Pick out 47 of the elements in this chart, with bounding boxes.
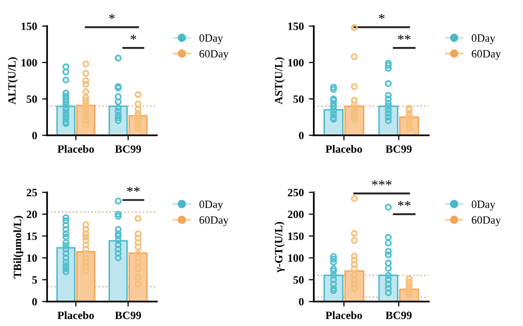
annotation: ** bbox=[398, 201, 410, 206]
y-tick-label: 200 bbox=[288, 210, 304, 218]
y-tick-label: 15 bbox=[27, 232, 37, 240]
y-tick-label: 50 bbox=[293, 95, 304, 103]
x-tick-label: BC99 bbox=[386, 145, 412, 153]
legend-label: 60Day bbox=[200, 50, 229, 60]
y-tick-label: 20 bbox=[26, 210, 37, 218]
text: * bbox=[378, 14, 385, 20]
text: *** bbox=[372, 180, 392, 186]
legend-label: 0Day bbox=[472, 34, 496, 44]
y-tick-label: 0 bbox=[298, 298, 304, 306]
y-tick-label: 50 bbox=[26, 95, 37, 103]
annotation: * bbox=[130, 34, 136, 40]
legend-label: 0Day bbox=[472, 200, 496, 210]
x-tick-label: BC99 bbox=[386, 312, 412, 320]
y-axis-title: TBil(μmol/L) bbox=[13, 216, 24, 278]
legend-label: 0Day bbox=[199, 34, 224, 44]
annotation: ** bbox=[398, 34, 410, 40]
y-tick-label: 0 bbox=[32, 132, 37, 140]
x-tick-label: BC99 bbox=[115, 312, 142, 320]
y-tick-label: 25 bbox=[26, 188, 37, 196]
y-tick-label: 150 bbox=[288, 22, 304, 30]
legend-label: 0Day bbox=[199, 200, 224, 210]
y-tick-label: 100 bbox=[288, 58, 304, 66]
x-tick-label: Placebo bbox=[326, 311, 362, 320]
legend-label: 60Day bbox=[472, 216, 501, 226]
y-tick-label: 0 bbox=[32, 298, 37, 306]
x-tick-label: BC99 bbox=[115, 145, 142, 153]
y-axis-title: AST(U/L) bbox=[274, 57, 285, 104]
y-axis-title: γ-GT(U/L) bbox=[274, 222, 285, 272]
y-tick-label: 50 bbox=[293, 276, 304, 284]
legend-label: 60Day bbox=[472, 50, 501, 60]
text: * bbox=[109, 14, 115, 20]
y-tick-label: 100 bbox=[288, 254, 304, 262]
y-tick-label: 150 bbox=[22, 22, 37, 30]
x-tick-label: Placebo bbox=[58, 145, 94, 153]
y-tick-label: 10 bbox=[27, 254, 37, 262]
y-tick-label: 250 bbox=[288, 188, 304, 196]
y-axis-title: ALT(U/L) bbox=[8, 57, 18, 104]
y-tick-label: 150 bbox=[288, 232, 304, 240]
text: ** bbox=[127, 186, 140, 192]
y-tick-label: 0 bbox=[298, 132, 304, 140]
legend-label: 60Day bbox=[200, 216, 229, 226]
y-tick-label: 5 bbox=[32, 276, 37, 284]
x-tick-label: Placebo bbox=[326, 145, 362, 153]
y-tick-label: 100 bbox=[22, 58, 37, 66]
x-tick-label: Placebo bbox=[58, 311, 94, 320]
